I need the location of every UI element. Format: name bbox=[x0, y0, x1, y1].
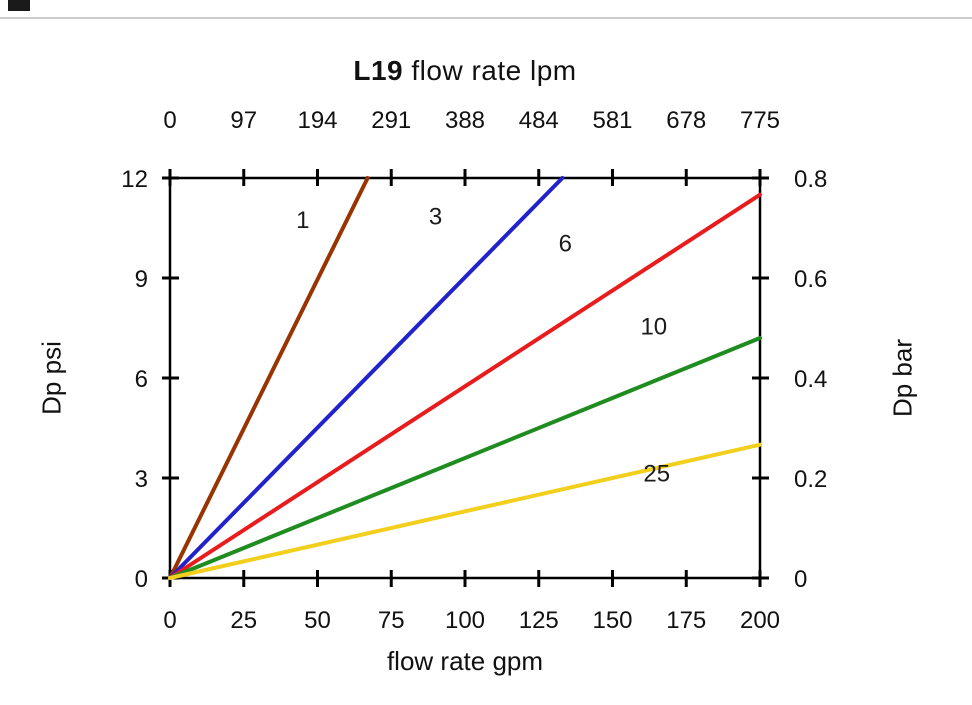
series-line-1 bbox=[168, 176, 370, 580]
tick-label: 581 bbox=[592, 107, 632, 134]
tick-label: 0 bbox=[794, 566, 807, 593]
chart-title-text: flow rate lpm bbox=[403, 55, 577, 86]
tick-label: 0.8 bbox=[794, 166, 827, 193]
tick-label: 25 bbox=[230, 607, 257, 634]
tick-label: 6 bbox=[135, 366, 148, 393]
series-line-6 bbox=[168, 192, 762, 580]
tick-label: 0.4 bbox=[794, 366, 827, 393]
tick-label: 97 bbox=[230, 107, 257, 134]
tick-label: 0 bbox=[135, 566, 148, 593]
page-top-rule bbox=[0, 17, 972, 19]
tick-label: 291 bbox=[371, 107, 411, 134]
tick-label: 12 bbox=[121, 166, 148, 193]
series-label-25: 25 bbox=[643, 460, 670, 487]
tick-label: 150 bbox=[592, 607, 632, 634]
tick-label: 50 bbox=[304, 607, 331, 634]
series-label-3: 3 bbox=[429, 204, 442, 231]
tick-label: 0.2 bbox=[794, 466, 827, 493]
chart-title: L19 flow rate lpm bbox=[170, 55, 760, 87]
series-label-6: 6 bbox=[559, 230, 572, 257]
tick-label: 0 bbox=[163, 607, 176, 634]
tick-label: 0 bbox=[163, 107, 176, 134]
chart-title-model: L19 bbox=[353, 55, 404, 86]
tick-label: 0.6 bbox=[794, 266, 827, 293]
series-line-25 bbox=[168, 442, 762, 580]
plot-frame bbox=[168, 176, 762, 580]
series-line-10 bbox=[168, 336, 762, 580]
tick-label: 388 bbox=[445, 107, 485, 134]
tick-label: 100 bbox=[445, 607, 485, 634]
series-line-3 bbox=[168, 176, 565, 580]
tick-label: 75 bbox=[378, 607, 405, 634]
series-label-1: 1 bbox=[296, 207, 309, 234]
tick-label: 200 bbox=[740, 607, 780, 634]
corner-mark bbox=[8, 0, 30, 11]
tick-label: 194 bbox=[297, 107, 337, 134]
tick-label: 125 bbox=[519, 607, 559, 634]
tick-label: 678 bbox=[666, 107, 706, 134]
bottom-axis-title: flow rate gpm bbox=[386, 646, 544, 676]
tick-label: 775 bbox=[740, 107, 780, 134]
tick-label: 3 bbox=[135, 466, 148, 493]
tick-label: 9 bbox=[135, 266, 148, 293]
series-label-10: 10 bbox=[640, 314, 667, 341]
tick-label: 484 bbox=[519, 107, 559, 134]
tick-label: 175 bbox=[666, 607, 706, 634]
